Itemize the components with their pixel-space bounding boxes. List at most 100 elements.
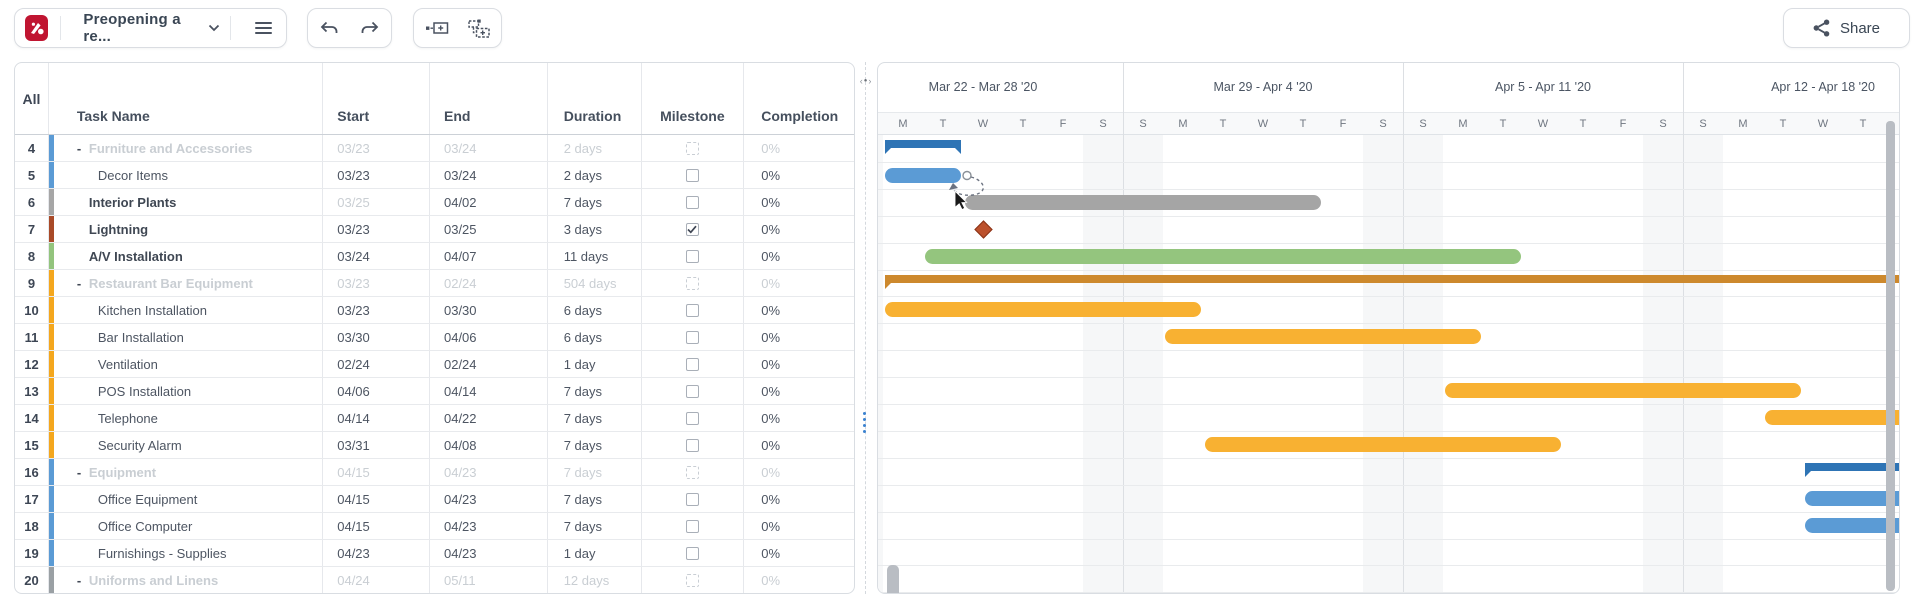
end-cell[interactable]: 03/24 (430, 162, 548, 188)
end-cell[interactable]: 03/30 (430, 297, 548, 323)
duration-cell[interactable]: 6 days (548, 297, 642, 323)
duration-cell[interactable]: 7 days (548, 405, 642, 431)
task-name-cell[interactable]: - Uniforms and Linens (55, 567, 324, 593)
duration-cell[interactable]: 7 days (548, 513, 642, 539)
gantt-horizontal-scrollbar[interactable] (887, 565, 899, 593)
task-bar[interactable] (925, 248, 1521, 264)
start-cell[interactable]: 02/24 (323, 351, 430, 377)
duration-cell[interactable]: 7 days (548, 459, 642, 485)
table-row[interactable]: 12 Ventilation 02/24 02/24 1 day 0% (15, 351, 854, 378)
end-cell[interactable]: 04/07 (430, 243, 548, 269)
end-cell[interactable]: 04/22 (430, 405, 548, 431)
milestone-checkbox[interactable] (685, 330, 699, 344)
task-name-cell[interactable]: A/V Installation (55, 243, 324, 269)
end-cell[interactable]: 04/23 (430, 459, 548, 485)
header-all[interactable]: All (15, 63, 49, 134)
task-name-cell[interactable]: POS Installation (55, 378, 324, 404)
start-cell[interactable]: 03/25 (323, 189, 430, 215)
duration-cell[interactable]: 1 day (548, 540, 642, 566)
task-name-cell[interactable]: Office Equipment (55, 486, 324, 512)
collapse-left-icon[interactable]: ‹ (859, 76, 864, 86)
start-cell[interactable]: 03/23 (323, 135, 430, 161)
start-cell[interactable]: 03/23 (323, 216, 430, 242)
milestone-checkbox[interactable] (685, 438, 699, 452)
collapse-toggle[interactable]: - (76, 140, 82, 156)
completion-cell[interactable]: 0% (761, 356, 781, 372)
start-cell[interactable]: 03/23 (323, 270, 430, 296)
completion-cell[interactable]: 0% (761, 572, 781, 588)
header-end[interactable]: End (430, 63, 548, 134)
splitter-dot-icon[interactable]: ● (863, 78, 869, 84)
splitter-collapse-controls[interactable]: ‹●› (855, 76, 877, 86)
duration-cell[interactable]: 7 days (548, 432, 642, 458)
table-row[interactable]: 9- Restaurant Bar Equipment 03/23 02/24 504 … (15, 270, 854, 297)
start-cell[interactable]: 03/31 (323, 432, 430, 458)
milestone-checkbox[interactable] (685, 168, 699, 182)
end-cell[interactable]: 04/23 (430, 513, 548, 539)
end-cell[interactable]: 04/06 (430, 324, 548, 350)
task-bar[interactable] (885, 167, 961, 183)
milestone-checkbox[interactable] (685, 384, 699, 398)
table-row[interactable]: 6 Interior Plants 03/25 04/02 7 days 0% (15, 189, 854, 216)
task-name-cell[interactable]: Security Alarm (55, 432, 324, 458)
table-row[interactable]: 15 Security Alarm 03/31 04/08 7 days 0% (15, 432, 854, 459)
table-row[interactable]: 10 Kitchen Installation 03/23 03/30 6 days 0% (15, 297, 854, 324)
menu-icon[interactable] (241, 22, 286, 34)
header-duration[interactable]: Duration (548, 63, 642, 134)
table-row[interactable]: 18 Office Computer 04/15 04/23 7 days 0% (15, 513, 854, 540)
task-bar[interactable] (1765, 410, 1899, 425)
task-bar[interactable] (885, 302, 1201, 318)
duration-cell[interactable]: 1 day (548, 351, 642, 377)
task-name-cell[interactable]: Office Computer (55, 513, 324, 539)
task-name-cell[interactable]: - Equipment (55, 459, 324, 485)
app-logo-icon[interactable] (25, 15, 49, 41)
start-cell[interactable]: 03/30 (323, 324, 430, 350)
completion-cell[interactable]: 0% (761, 518, 781, 534)
duration-cell[interactable]: 3 days (548, 216, 642, 242)
end-cell[interactable]: 04/14 (430, 378, 548, 404)
table-row[interactable]: 7 Lightning 03/23 03/25 3 days 0% (15, 216, 854, 243)
add-task-button[interactable] (416, 9, 458, 47)
task-name-cell[interactable]: Lightning (55, 216, 324, 242)
duration-cell[interactable]: 7 days (548, 486, 642, 512)
redo-button[interactable] (350, 9, 392, 47)
milestone-checkbox[interactable] (685, 249, 699, 263)
collapse-right-icon[interactable]: › (868, 76, 873, 86)
table-row[interactable]: 13 POS Installation 04/06 04/14 7 days 0% (15, 378, 854, 405)
completion-cell[interactable]: 0% (761, 221, 781, 237)
milestone-checkbox[interactable] (685, 195, 699, 209)
completion-cell[interactable]: 0% (761, 545, 781, 561)
header-start[interactable]: Start (323, 63, 430, 134)
splitter-drag-handle-icon[interactable] (863, 412, 866, 433)
header-milestone[interactable]: Milestone (642, 63, 745, 134)
header-task-name[interactable]: Task Name (55, 63, 324, 134)
completion-cell[interactable]: 0% (761, 410, 781, 426)
start-cell[interactable]: 04/24 (323, 567, 430, 593)
start-cell[interactable]: 04/23 (323, 540, 430, 566)
task-bar[interactable] (1165, 329, 1481, 345)
completion-cell[interactable]: 0% (761, 302, 781, 318)
milestone-checkbox[interactable] (685, 357, 699, 371)
task-name-cell[interactable]: Telephone (55, 405, 324, 431)
milestone-checkbox[interactable] (685, 303, 699, 317)
end-cell[interactable]: 03/24 (430, 135, 548, 161)
completion-cell[interactable]: 0% (761, 167, 781, 183)
task-bar[interactable] (1805, 517, 1899, 533)
end-cell[interactable]: 02/24 (430, 351, 548, 377)
collapse-toggle[interactable]: - (76, 275, 82, 291)
table-row[interactable]: 17 Office Equipment 04/15 04/23 7 days 0% (15, 486, 854, 513)
summary-bar[interactable] (885, 274, 1899, 289)
collapse-toggle[interactable]: - (76, 464, 82, 480)
completion-cell[interactable]: 0% (761, 194, 781, 210)
task-name-cell[interactable]: Furnishings - Supplies (55, 540, 324, 566)
duration-cell[interactable]: 2 days (548, 135, 642, 161)
end-cell[interactable]: 03/25 (430, 216, 548, 242)
completion-cell[interactable]: 0% (761, 464, 781, 480)
end-cell[interactable]: 04/23 (430, 486, 548, 512)
table-row[interactable]: 8 A/V Installation 03/24 04/07 11 days 0% (15, 243, 854, 270)
duration-cell[interactable]: 11 days (548, 243, 642, 269)
duration-cell[interactable]: 12 days (548, 567, 642, 593)
task-name-cell[interactable]: Ventilation (55, 351, 324, 377)
milestone-diamond[interactable] (973, 219, 993, 239)
header-completion[interactable]: Completion (761, 107, 839, 124)
